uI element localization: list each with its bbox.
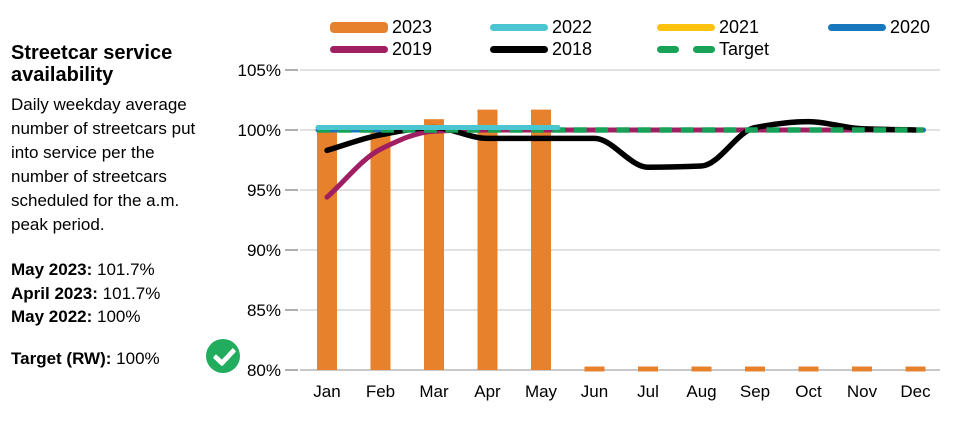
- x-tick-label-jul: Jul: [637, 382, 659, 401]
- y-tick-label: 90%: [247, 241, 281, 260]
- x-tick-label-aug: Aug: [686, 382, 716, 401]
- page-title: Streetcar service availability: [11, 42, 256, 86]
- target-dash-icon: [693, 45, 715, 53]
- stats-block: May 2023: 101.7% April 2023: 101.7% May …: [11, 258, 160, 329]
- line-2019: [324, 127, 924, 200]
- legend-label-2018: 2018: [552, 38, 593, 59]
- description-line: number of streetcars: [11, 167, 167, 186]
- title-line-1: Streetcar service: [11, 42, 173, 64]
- x-tick-label-feb: Feb: [366, 382, 395, 401]
- title-line-2: availability: [11, 64, 114, 86]
- stat-value: 100%: [97, 307, 141, 326]
- legend-swatch-2020-icon: [828, 23, 886, 31]
- target-value: 100%: [116, 349, 160, 368]
- stat-label: May 2023:: [11, 260, 93, 279]
- legend-label-2023: 2023: [392, 16, 433, 37]
- description-line: peak period.: [11, 215, 105, 234]
- y-tick-label: 85%: [247, 301, 281, 320]
- bar-stub-jul: [638, 366, 658, 372]
- x-tick-label-nov: Nov: [847, 382, 878, 401]
- bar-feb: [370, 130, 391, 370]
- stat-previous-month: April 2023: 101.7%: [11, 282, 160, 306]
- stat-year-ago: May 2022: 100%: [11, 305, 160, 329]
- y-tick-label: 105%: [238, 61, 281, 80]
- y-tick-label: 100%: [238, 121, 281, 140]
- bar-stub-aug: [691, 366, 712, 372]
- stat-label: April 2023:: [11, 283, 98, 303]
- legend-label-target: Target: [719, 38, 770, 59]
- description-line: number of streetcars put: [11, 119, 196, 138]
- stat-value: 101.7%: [97, 260, 155, 279]
- target-dash-icon: [657, 45, 679, 53]
- bar-mar: [424, 119, 444, 370]
- legend-swatch-2022-icon: [490, 23, 548, 31]
- x-tick-label-apr: Apr: [474, 382, 501, 401]
- legend-swatch-target-icon: [657, 45, 715, 53]
- description-line: scheduled for the a.m.: [11, 191, 180, 210]
- bar-stub-jun: [584, 366, 605, 372]
- description-line: Daily weekday average: [11, 95, 187, 114]
- bar-stub-oct: [798, 366, 819, 372]
- y-tick-label: 80%: [247, 361, 281, 380]
- metric-description: Daily weekday average number of streetca…: [11, 93, 256, 237]
- legend-item-2019: 2019: [330, 37, 432, 61]
- target-row: Target (RW): 100%: [11, 349, 160, 369]
- bar-jan: [317, 130, 337, 370]
- y-tick-label: 95%: [247, 181, 281, 200]
- legend-label-2019: 2019: [392, 38, 433, 59]
- stat-value: 101.7%: [102, 283, 161, 303]
- legend-item-2021: 2021: [657, 15, 759, 39]
- legend-item-2022: 2022: [490, 15, 592, 39]
- x-tick-label-mar: Mar: [419, 382, 449, 401]
- x-tick-label-may: May: [525, 382, 558, 401]
- bar-stub-nov: [852, 366, 872, 372]
- legend-item-2018: 2018: [490, 37, 592, 61]
- bar-may: [531, 109, 551, 370]
- bar-stub-sep: [745, 366, 765, 372]
- x-tick-label-dec: Dec: [900, 382, 931, 401]
- check-circle-icon: [206, 339, 240, 373]
- description-line: into service per the: [11, 143, 155, 162]
- legend-label-2020: 2020: [890, 16, 931, 37]
- legend-swatch-2019-icon: [330, 45, 388, 53]
- legend-item-2020: 2020: [828, 15, 930, 39]
- x-tick-label-jan: Jan: [313, 382, 340, 401]
- x-tick-label-jun: Jun: [581, 382, 608, 401]
- info-panel: Streetcar service availability Daily wee…: [11, 42, 256, 237]
- legend-item-target: Target: [657, 37, 769, 61]
- x-tick-label-oct: Oct: [795, 382, 822, 401]
- bar-apr: [477, 109, 498, 370]
- stat-label: May 2022:: [11, 307, 93, 326]
- x-tick-label-sep: Sep: [740, 382, 770, 401]
- legend-swatch-2018-icon: [490, 45, 548, 53]
- stat-current-month: May 2023: 101.7%: [11, 258, 160, 282]
- target-label: Target (RW):: [11, 349, 112, 368]
- legend-swatch-2021-icon: [657, 23, 715, 31]
- legend-swatch-2023-icon: [330, 21, 388, 33]
- legend-label-2021: 2021: [719, 16, 760, 37]
- bar-stub-dec: [905, 366, 926, 372]
- legend-label-2022: 2022: [552, 16, 593, 37]
- legend-item-2023: 2023: [330, 15, 432, 39]
